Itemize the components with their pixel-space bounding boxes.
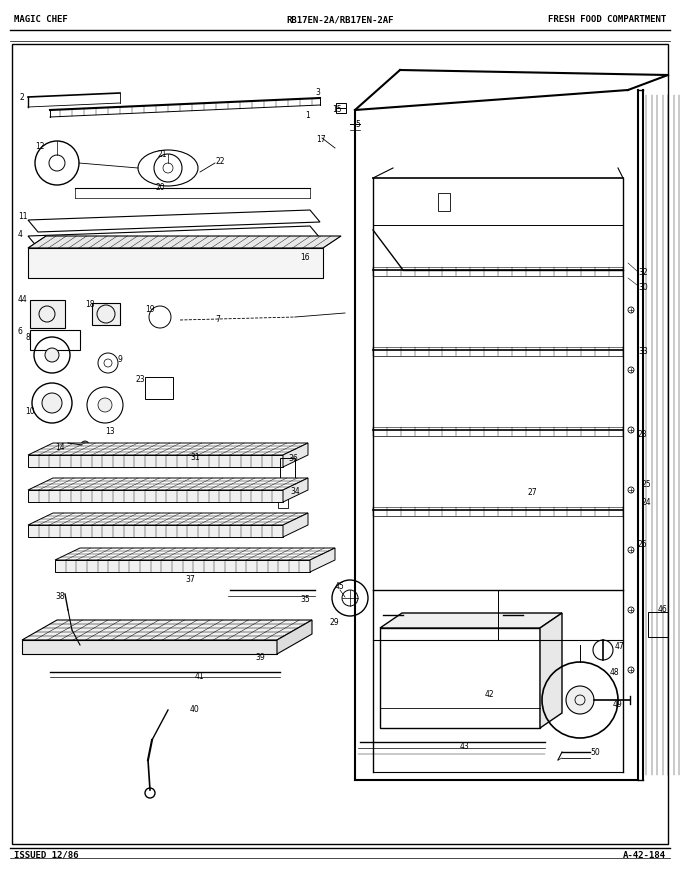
Text: 5: 5 [355,120,360,129]
Text: 47: 47 [615,642,625,651]
Circle shape [566,686,594,714]
Text: MAGIC CHEF: MAGIC CHEF [14,15,68,25]
Polygon shape [540,613,562,728]
Text: 34: 34 [290,487,300,496]
Text: 16: 16 [300,253,309,262]
Text: 9: 9 [118,355,123,364]
Text: 39: 39 [255,653,265,662]
Text: 3: 3 [315,88,320,97]
Bar [278,490,288,508]
Polygon shape [310,548,335,572]
Bar [280,458,295,493]
Text: 29: 29 [330,618,339,627]
Text: 7: 7 [215,315,220,324]
Text: 19: 19 [145,305,154,314]
Polygon shape [28,443,308,455]
Bar [92,303,120,325]
Polygon shape [283,513,308,537]
Text: 35: 35 [300,595,310,604]
Text: 31: 31 [190,453,200,462]
Bar [648,612,668,637]
Text: 8: 8 [25,333,30,342]
Text: 18: 18 [85,300,95,309]
Text: 32: 32 [638,268,647,277]
Text: 46: 46 [658,605,668,614]
Polygon shape [277,620,312,654]
Circle shape [81,441,89,449]
Text: 33: 33 [638,347,648,356]
Text: 22: 22 [215,157,224,166]
Bar [12,44,668,844]
Polygon shape [28,525,283,537]
Polygon shape [55,548,335,560]
Text: A-42-184: A-42-184 [623,851,666,860]
Polygon shape [380,628,540,728]
Bar [145,377,173,399]
Text: 15: 15 [332,105,341,114]
Polygon shape [283,478,308,502]
Text: 2: 2 [20,93,24,102]
Text: 20: 20 [155,183,165,192]
Text: 6: 6 [18,327,23,336]
Text: 38: 38 [55,592,65,601]
Text: 37: 37 [185,575,194,584]
Polygon shape [22,620,312,640]
Text: 25: 25 [641,480,651,489]
Polygon shape [283,443,308,467]
Text: 23: 23 [135,375,145,384]
Text: 28: 28 [638,430,647,439]
Polygon shape [22,640,277,654]
Text: 27: 27 [528,488,538,497]
Circle shape [98,398,112,412]
Polygon shape [28,478,308,490]
Polygon shape [28,248,323,278]
Text: 12: 12 [35,142,44,151]
Text: 30: 30 [638,283,648,292]
Polygon shape [28,455,283,467]
Text: 50: 50 [590,748,600,757]
Text: 40: 40 [190,705,200,714]
Text: 41: 41 [195,672,205,681]
Polygon shape [380,613,562,628]
Circle shape [45,348,59,362]
Text: 42: 42 [485,690,494,699]
Text: 4: 4 [18,230,23,239]
Text: 48: 48 [610,668,619,677]
Text: 49: 49 [613,700,623,709]
Polygon shape [28,490,283,502]
Text: FRESH FOOD COMPARTMENT: FRESH FOOD COMPARTMENT [548,15,666,25]
Text: 26: 26 [638,540,647,549]
Text: 14: 14 [55,443,65,452]
Text: 11: 11 [18,212,27,221]
Text: 44: 44 [18,295,28,304]
Bar [30,300,65,328]
Bar [30,330,80,350]
Text: RB17EN-2A/RB17EN-2AF: RB17EN-2A/RB17EN-2AF [286,15,394,25]
Bar [438,193,450,211]
Bar [336,103,346,113]
Circle shape [42,393,62,413]
Polygon shape [28,513,308,525]
Polygon shape [55,560,310,572]
Text: 17: 17 [316,135,326,144]
Text: 10: 10 [25,407,35,416]
Polygon shape [28,236,341,248]
Text: 24: 24 [641,498,651,507]
Text: ISSUED 12/86: ISSUED 12/86 [14,851,78,860]
Text: 45: 45 [335,582,345,591]
Text: 21: 21 [157,150,167,159]
Text: 13: 13 [105,427,115,436]
Text: 36: 36 [288,454,298,463]
Text: 43: 43 [460,742,470,751]
Text: 1: 1 [305,111,310,120]
